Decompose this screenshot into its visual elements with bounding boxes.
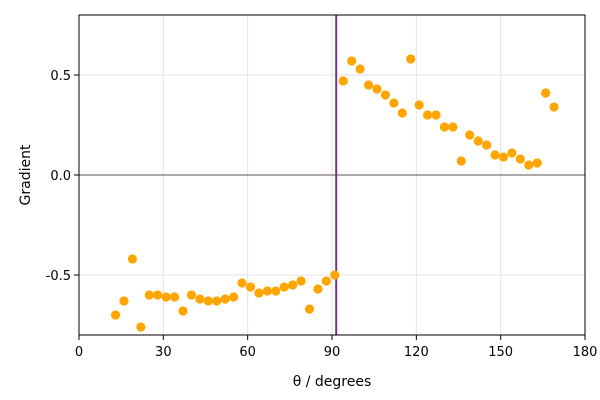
data-point <box>169 292 180 302</box>
data-point <box>422 110 433 120</box>
data-point <box>279 282 289 292</box>
data-point <box>296 276 306 286</box>
data-point <box>203 296 213 306</box>
data-point <box>338 76 348 86</box>
data-points <box>110 54 559 332</box>
data-point <box>178 306 188 316</box>
y-tick-label: -0.5 <box>46 269 71 284</box>
x-axis-title: θ / degrees <box>293 374 372 390</box>
data-point <box>245 282 256 292</box>
data-point <box>161 292 171 302</box>
data-point <box>473 136 483 146</box>
x-tick-label: 0 <box>75 345 83 360</box>
data-point <box>397 108 407 118</box>
data-point <box>406 54 416 64</box>
data-point <box>288 280 298 290</box>
data-point <box>482 140 492 150</box>
data-point <box>271 286 281 296</box>
y-tick-label: 0.5 <box>50 69 71 84</box>
data-point <box>110 310 121 320</box>
data-point <box>229 292 239 302</box>
data-point <box>541 88 551 98</box>
data-point <box>262 286 272 296</box>
x-tick-label: 120 <box>404 345 429 360</box>
x-tick-label: 90 <box>324 345 341 360</box>
x-tick-label: 30 <box>155 345 172 360</box>
x-tick-label: 180 <box>573 345 598 360</box>
data-point <box>186 290 197 300</box>
x-tick-label: 60 <box>239 345 256 360</box>
data-point <box>220 294 230 304</box>
data-point <box>321 276 331 286</box>
data-point <box>355 64 365 74</box>
data-point <box>254 288 264 298</box>
data-point <box>363 80 374 90</box>
data-point <box>456 156 466 166</box>
data-point <box>372 84 382 94</box>
data-point <box>119 296 129 306</box>
reference-lines <box>79 15 585 335</box>
data-point <box>465 130 475 140</box>
data-point <box>153 290 163 300</box>
data-point <box>212 296 222 306</box>
data-point <box>237 278 247 288</box>
data-point <box>127 254 138 264</box>
data-point <box>439 122 450 132</box>
y-axis-ticks: -0.5 0.0 0.5 <box>46 69 79 284</box>
data-point <box>431 110 441 120</box>
data-point <box>414 100 424 110</box>
data-point <box>389 98 399 108</box>
data-point <box>524 160 534 170</box>
data-point <box>313 284 323 294</box>
data-point <box>532 158 542 168</box>
data-point <box>144 290 154 300</box>
y-axis-title: Gradient <box>18 144 34 205</box>
x-tick-label: 150 <box>488 345 513 360</box>
data-point <box>330 270 340 280</box>
data-point <box>490 150 500 160</box>
data-point <box>515 154 525 164</box>
data-point <box>448 122 458 132</box>
data-point <box>304 304 315 314</box>
data-point <box>380 90 391 100</box>
data-point <box>549 102 559 112</box>
data-point <box>498 152 509 162</box>
data-point <box>195 294 205 304</box>
y-tick-label: 0.0 <box>50 169 71 184</box>
data-point <box>347 56 357 66</box>
data-point <box>136 322 146 332</box>
x-axis-ticks: 0 30 60 90 120 150 180 <box>75 335 598 360</box>
data-point <box>507 148 517 158</box>
